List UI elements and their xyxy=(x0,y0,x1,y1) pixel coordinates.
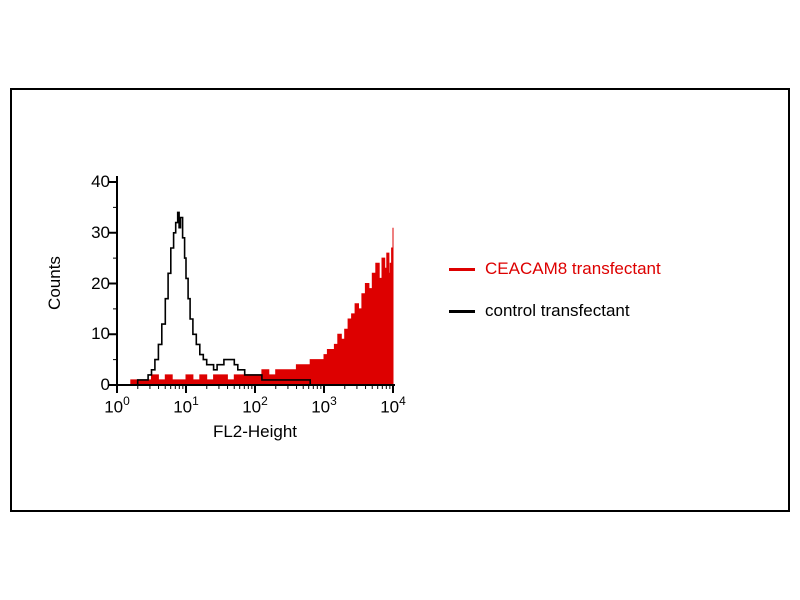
x-tick-exp: 1 xyxy=(192,394,199,408)
x-tick-base: 10 xyxy=(380,397,400,417)
x-tick-base: 10 xyxy=(311,397,331,417)
x-tick-exp: 0 xyxy=(123,394,130,408)
x-tick-base: 10 xyxy=(173,397,193,417)
x-tick-exp: 3 xyxy=(330,394,337,408)
x-tick-base: 10 xyxy=(104,397,124,417)
y-tick-label-20: 20 xyxy=(91,274,110,293)
x-tick-exp: 2 xyxy=(261,394,268,408)
y-tick-label-0: 0 xyxy=(100,375,110,394)
x-tick-exp: 4 xyxy=(399,394,406,408)
x-tick-label-1e3: 103 xyxy=(302,392,346,418)
y-tick-label-10: 10 xyxy=(91,324,110,343)
legend-item-ceacam8: CEACAM8 transfectant xyxy=(449,258,661,280)
x-tick-label-1e4: 104 xyxy=(371,392,415,418)
y-tick-label-40: 40 xyxy=(91,172,110,191)
legend-item-control: control transfectant xyxy=(449,300,630,322)
legend-label: CEACAM8 transfectant xyxy=(485,259,661,278)
legend-swatch-black-line xyxy=(449,309,475,313)
x-axis-title: FL2-Height xyxy=(212,422,298,441)
x-tick-label-1e2: 102 xyxy=(233,392,277,418)
chart-panel: Counts FL2-Height 40 30 20 10 0 100 101 … xyxy=(10,88,790,512)
y-tick-label-30: 30 xyxy=(91,223,110,242)
x-tick-label-1e1: 101 xyxy=(164,392,208,418)
x-tick-label-1e0: 100 xyxy=(95,392,139,418)
legend-swatch-red-line xyxy=(449,267,475,271)
legend-label: control transfectant xyxy=(485,301,630,320)
y-axis-title: Counts xyxy=(45,256,64,310)
x-tick-base: 10 xyxy=(242,397,262,417)
flow-cytometry-histogram xyxy=(109,176,395,393)
